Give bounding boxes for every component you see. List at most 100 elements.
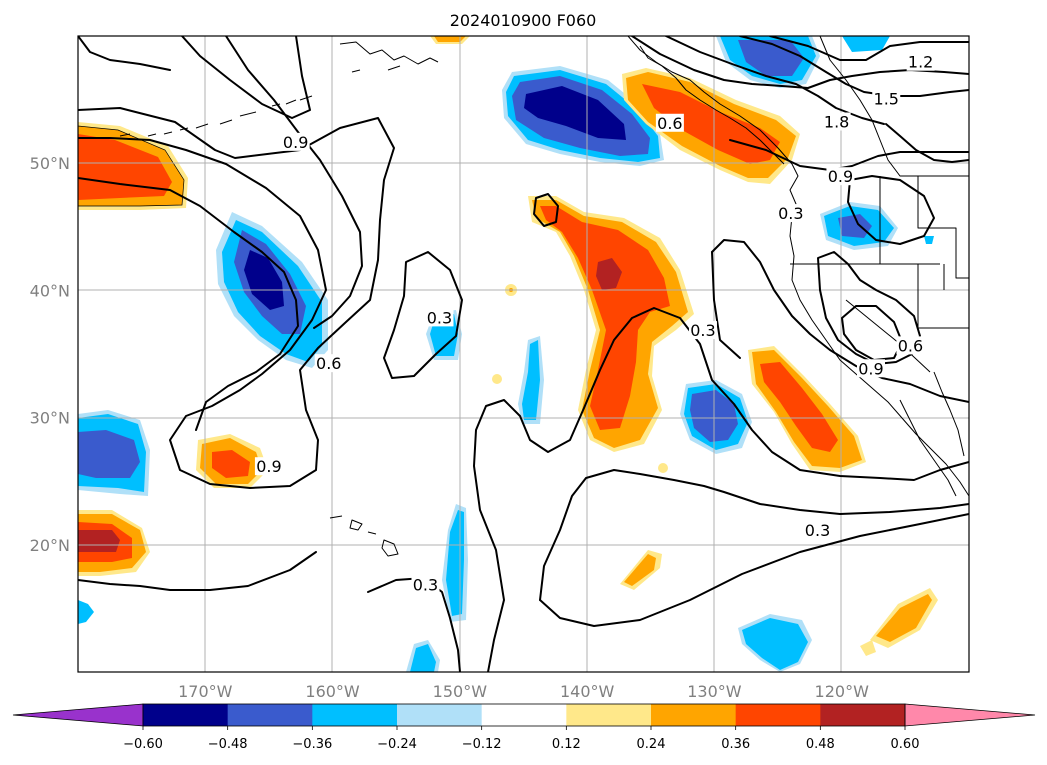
colorbar-tick-label: −0.48 [208, 737, 248, 752]
contour-label: 1.5 [874, 90, 899, 109]
contour-line [181, 36, 311, 119]
contour-line [539, 513, 969, 627]
shade-negative-region [244, 250, 284, 310]
contour-label: 0.9 [283, 133, 308, 152]
contour-label: 0.3 [427, 308, 452, 327]
map-area: 0.9 0.6 0.3 0.9 0.3 0.6 1.2 1.5 1.8 0.9 0.3 0.3 0.6 0… [78, 36, 969, 672]
contour-labels: 0.9 0.6 0.3 0.9 0.3 0.6 1.2 1.5 1.8 0.9 0.3 0.3 0.6 0… [254, 52, 935, 595]
colorbar-tick-label: 0.48 [806, 737, 835, 752]
contour-line [533, 193, 559, 227]
colorbar-tick-label: −0.12 [462, 737, 502, 752]
colorbar: −0.60 −0.48 −0.36 −0.24 −0.12 0.12 0.24 0.36 0.4… [12, 703, 1036, 752]
chart-title: 2024010900 F060 [450, 11, 597, 30]
latitude-tick-labels: 20°N 30°N 40°N 50°N [30, 154, 70, 555]
contour-label-background [776, 204, 805, 223]
state-border [790, 176, 969, 373]
contour-label-background [872, 89, 901, 108]
lon-tick-label: 130°W [687, 682, 742, 701]
colorbar-segment [820, 704, 906, 726]
contour-label-background [856, 359, 885, 378]
colorbar-segment [227, 704, 313, 726]
contour-line [78, 107, 395, 489]
contour-label: 0.6 [316, 354, 341, 373]
lat-tick-label: 50°N [30, 154, 70, 173]
shade-positive-region [78, 134, 172, 200]
contour-label-background [822, 112, 851, 131]
contour-label: 0.3 [413, 576, 438, 595]
shade-positive-region [540, 206, 670, 430]
colorbar-tick-label: 0.36 [721, 737, 750, 752]
contour-label-background [906, 52, 935, 71]
colorbar-segment [481, 704, 567, 726]
contour-label-background [688, 321, 717, 340]
map-frame [77, 35, 970, 673]
contour-line [711, 239, 969, 403]
contour-label: 0.3 [805, 521, 830, 540]
shade-positive-dot [658, 463, 668, 473]
shade-negative-region [924, 236, 934, 244]
contour-label-background [411, 575, 440, 594]
colorbar-extend-min [12, 703, 144, 727]
lat-tick-label: 40°N [30, 281, 70, 300]
contour-label: 1.2 [908, 53, 933, 72]
map-background [78, 36, 969, 672]
contour-label-background [254, 457, 283, 476]
lon-tick-label: 150°W [433, 682, 488, 701]
contour-line [78, 36, 171, 71]
contour-line [473, 307, 969, 672]
shade-positive-region [760, 362, 838, 452]
colorbar-tick-label: 0.60 [891, 737, 920, 752]
contour-line [225, 36, 363, 329]
graticule [78, 36, 969, 672]
contour-line [739, 36, 969, 97]
longitude-tick-labels: 170°W 160°W 150°W 140°W 130°W 120°W [178, 682, 869, 701]
contour-line [367, 577, 461, 672]
island-chain [339, 41, 439, 73]
shade-positive-region [624, 554, 656, 586]
contour-label: 1.8 [824, 112, 849, 131]
contour-label-background [655, 113, 684, 132]
contour-line [539, 469, 969, 601]
contour-label: 0.3 [778, 204, 803, 223]
shade-positive-region [78, 530, 120, 552]
colorbar-segment [566, 704, 652, 726]
contour-line [78, 177, 299, 431]
shade-positive-region [212, 450, 250, 478]
lon-tick-label: 140°W [560, 682, 615, 701]
contour-line [383, 251, 463, 379]
colorbar-segment [312, 704, 398, 726]
shade-negative-region [522, 340, 540, 420]
shade-negative-region [524, 86, 626, 140]
island-chain [639, 45, 785, 165]
shade-negative-region [738, 40, 804, 76]
baja-coast [899, 371, 965, 497]
contour-label-background [826, 167, 855, 186]
colorbar-segment [143, 704, 229, 726]
shade-positive-dot [492, 374, 502, 384]
contour-label: 0.9 [256, 457, 281, 476]
lat-tick-label: 20°N [30, 536, 70, 555]
shade-negative-region [78, 430, 140, 478]
contour-line [885, 123, 969, 163]
lon-tick-label: 160°W [305, 682, 360, 701]
colorbar-segment [735, 704, 821, 726]
contour-label: 0.6 [657, 114, 682, 133]
contour-label-background [896, 336, 925, 355]
contour-label: 0.9 [858, 359, 883, 378]
shade-positive-region [596, 258, 622, 290]
colorbar-tick-label: 0.12 [552, 737, 581, 752]
shade-negative-region [410, 644, 436, 672]
hawaii-islands [329, 515, 399, 557]
shade-positive-region [434, 36, 466, 42]
contour-label: 0.6 [898, 336, 923, 355]
lon-tick-label: 170°W [178, 682, 233, 701]
colorbar-extend-max [904, 703, 1036, 727]
shade-edge [78, 125, 185, 207]
contour-line [665, 36, 885, 125]
colorbar-segment [397, 704, 483, 726]
contour-line [78, 551, 317, 591]
shade-positive-region [860, 640, 876, 656]
colorbar-tick-label: −0.24 [377, 737, 417, 752]
shade-negative-region [78, 600, 94, 624]
